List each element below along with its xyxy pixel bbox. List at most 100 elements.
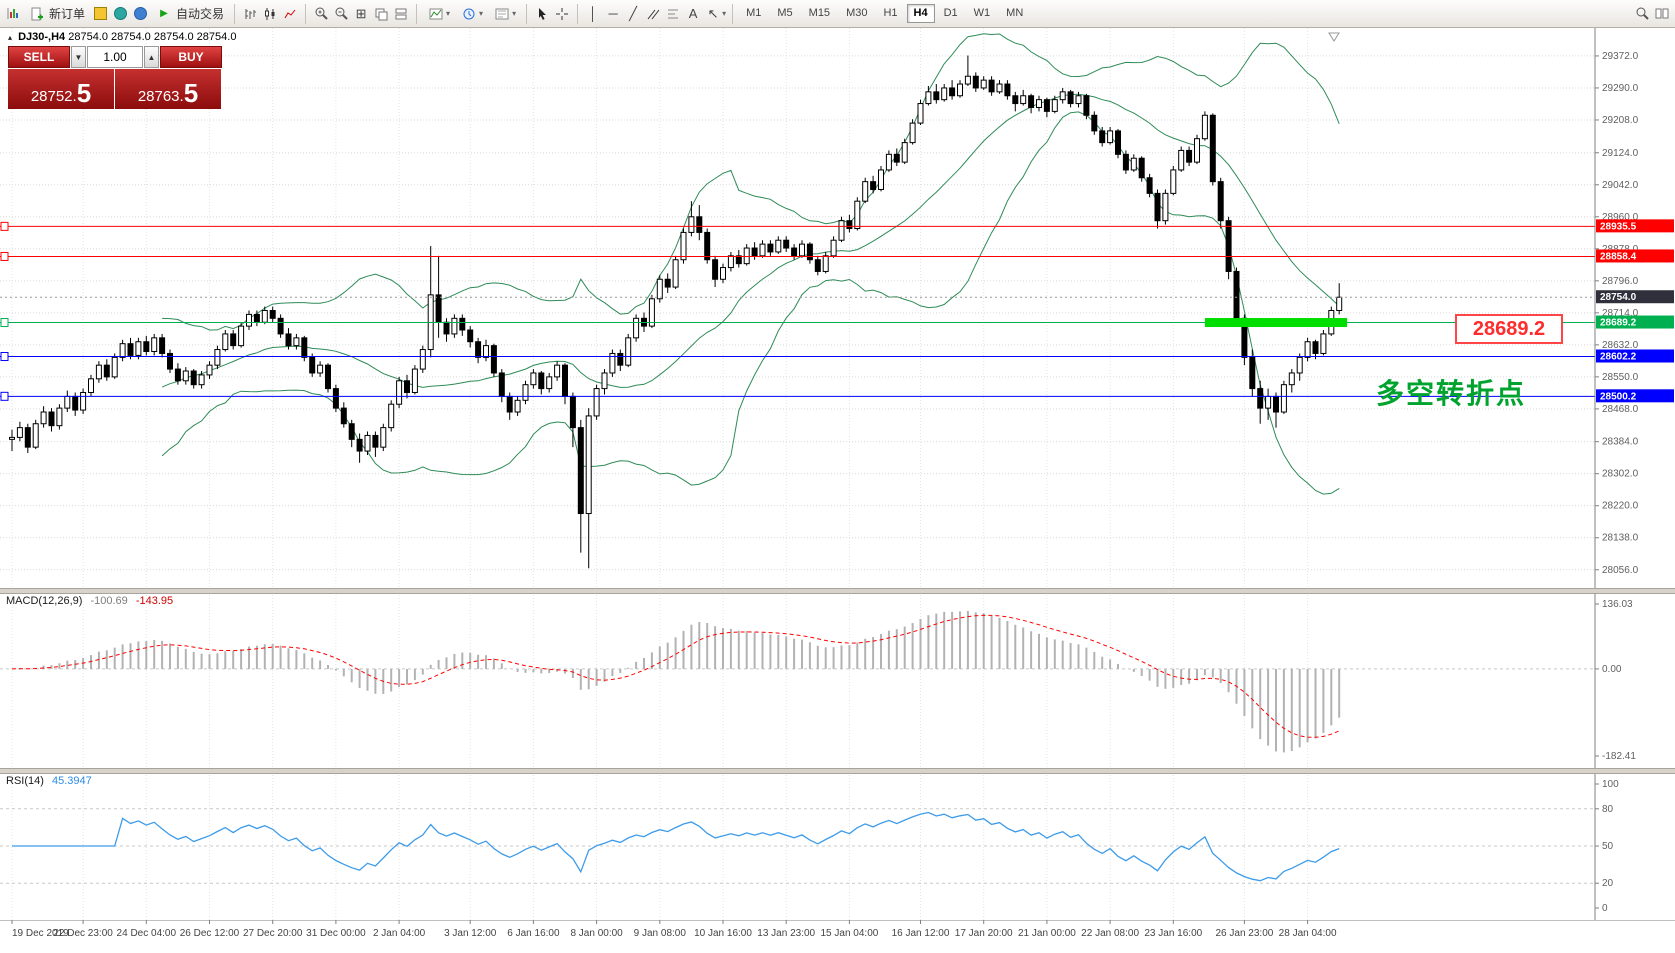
grid <box>0 28 1595 588</box>
svg-text:28754.0: 28754.0 <box>1600 292 1637 303</box>
svg-text:0.00: 0.00 <box>1602 664 1622 675</box>
rsi-label: RSI(14) <box>6 775 44 787</box>
buy-price-big-digit: 5 <box>183 78 199 109</box>
volume-input[interactable]: 1.00 <box>87 46 143 68</box>
turning-point-text[interactable]: 多空转折点 <box>1376 378 1527 409</box>
sell-price-big-digit: 5 <box>76 78 92 109</box>
volume-down-stepper[interactable]: ▼ <box>71 46 86 68</box>
channel-tool-icon[interactable] <box>644 5 662 23</box>
timeframe-h1[interactable]: H1 <box>883 7 898 19</box>
rsi-panel[interactable]: 100 80 50 20 0 <box>0 772 1675 920</box>
toolbar-separator <box>526 3 528 24</box>
svg-text:28796.0: 28796.0 <box>1602 276 1639 287</box>
search-icon[interactable] <box>1633 5 1651 23</box>
price-annotation-box[interactable]: 28689.2 <box>1455 314 1563 344</box>
svg-text:8 Jan 00:00: 8 Jan 00:00 <box>570 928 623 939</box>
fibonacci-tool-icon[interactable] <box>664 5 682 23</box>
toolbar-separator <box>577 3 579 24</box>
macd-panel[interactable]: 136.03 0.00 -182.41 <box>0 592 1675 768</box>
chart-symbol: DJ30-,H4 <box>18 31 66 43</box>
cursor-icon[interactable] <box>533 5 551 23</box>
svg-text:28500.2: 28500.2 <box>1600 391 1637 402</box>
data-window-icon[interactable] <box>111 5 129 23</box>
svg-text:28878.0: 28878.0 <box>1602 244 1639 255</box>
macd-main-value: -100.69 <box>90 595 128 607</box>
crosshair-icon[interactable] <box>553 5 571 23</box>
trendline-tool-icon[interactable]: ╱ <box>629 5 637 21</box>
highlight-zone <box>1204 318 1348 328</box>
svg-text:17 Jan 20:00: 17 Jan 20:00 <box>955 928 1013 939</box>
timeframe-m15[interactable]: M15 <box>808 7 831 19</box>
new-order-button[interactable]: 新订单 <box>24 3 89 25</box>
one-click-trading-panel: SELL ▼ 1.00 ▲ BUY 28752. 5 28763. 5 <box>8 46 222 109</box>
svg-text:28056.0: 28056.0 <box>1602 565 1639 576</box>
tile-horizontal-icon[interactable] <box>392 5 410 23</box>
macd-label: MACD(12,26,9) <box>6 595 83 607</box>
autotrading-label: 自动交易 <box>176 7 225 21</box>
toolbar-separator <box>416 3 418 24</box>
navigator-icon[interactable] <box>131 5 149 23</box>
svg-text:27 Dec 20:00: 27 Dec 20:00 <box>243 928 303 939</box>
indicators-dropdown[interactable]: ▾ <box>423 3 454 25</box>
windows-panel-icon[interactable] <box>1653 5 1671 23</box>
new-order-label: 新订单 <box>49 7 86 21</box>
timeframe-m1[interactable]: M1 <box>746 7 762 19</box>
timeframe-mn[interactable]: MN <box>1006 7 1024 19</box>
candlestick-chart-icon[interactable] <box>261 5 279 23</box>
svg-text:29290.0: 29290.0 <box>1602 83 1639 94</box>
svg-text:28220.0: 28220.0 <box>1602 501 1639 512</box>
svg-text:2 Jan 04:00: 2 Jan 04:00 <box>373 928 426 939</box>
cascade-windows-icon[interactable] <box>372 5 390 23</box>
horizontal-line-tool-icon[interactable]: ─ <box>608 6 618 21</box>
buy-price-main: 28763. <box>137 88 184 105</box>
periods-dropdown[interactable]: ▾ <box>456 3 487 25</box>
timeframe-m5[interactable]: M5 <box>777 7 793 19</box>
svg-text:29208.0: 29208.0 <box>1602 115 1639 126</box>
svg-text:28384.0: 28384.0 <box>1602 437 1639 448</box>
autotrading-play-icon: ▶ <box>160 8 168 19</box>
vertical-line-tool-icon[interactable]: │ <box>589 6 598 21</box>
toolbar-separator <box>234 3 236 24</box>
main-chart[interactable]: 29372.0 29290.0 29208.0 29124.0 29042.0 28960… <box>0 28 1675 588</box>
new-order-icon <box>28 5 46 23</box>
market-watch-icon[interactable] <box>91 5 109 23</box>
svg-text:6 Jan 16:00: 6 Jan 16:00 <box>507 928 560 939</box>
volume-up-stepper[interactable]: ▲ <box>144 46 159 68</box>
timeframe-h4[interactable]: H4 <box>906 4 935 23</box>
toolbar-separator <box>732 3 734 24</box>
rsi-value: 45.3947 <box>51 775 92 787</box>
zoom-out-icon[interactable] <box>332 5 350 23</box>
buy-button[interactable]: BUY <box>160 46 222 68</box>
svg-text:20: 20 <box>1602 878 1614 889</box>
autotrading-button[interactable]: ▶ 自动交易 <box>151 3 228 25</box>
timeframe-m30[interactable]: M30 <box>846 7 868 19</box>
svg-text:15 Jan 04:00: 15 Jan 04:00 <box>820 928 878 939</box>
candles <box>9 55 1343 569</box>
text-tool-icon[interactable]: A <box>688 6 698 21</box>
indicators-icon <box>427 5 445 23</box>
tile-windows-icon[interactable]: ⊞ <box>355 5 367 21</box>
zoom-in-icon[interactable] <box>312 5 330 23</box>
shapes-dropdown-caret[interactable]: ▾ <box>722 9 727 18</box>
sell-price-display[interactable]: 28752. 5 <box>8 69 114 109</box>
timeframe-w1[interactable]: W1 <box>973 7 991 19</box>
templates-dropdown[interactable]: ▾ <box>489 3 520 25</box>
arrow-tool-icon[interactable]: ↖ <box>707 5 719 21</box>
svg-text:29042.0: 29042.0 <box>1602 180 1639 191</box>
svg-text:26 Dec 12:00: 26 Dec 12:00 <box>180 928 240 939</box>
line-chart-icon[interactable] <box>281 5 299 23</box>
svg-text:28714.0: 28714.0 <box>1602 308 1639 319</box>
svg-text:29372.0: 29372.0 <box>1602 51 1639 62</box>
sell-button[interactable]: SELL <box>8 46 70 68</box>
panel-splitter[interactable] <box>0 588 1675 594</box>
timeframe-d1[interactable]: D1 <box>943 7 958 19</box>
new-chart-icon[interactable] <box>4 5 22 23</box>
svg-text:21 Jan 00:00: 21 Jan 00:00 <box>1018 928 1076 939</box>
macd-header: MACD(12,26,9) -100.69 -143.95 <box>6 595 173 607</box>
bar-chart-icon[interactable] <box>241 5 259 23</box>
buy-price-display[interactable]: 28763. 5 <box>115 69 221 109</box>
svg-text:22 Jan 08:00: 22 Jan 08:00 <box>1081 928 1139 939</box>
panel-splitter[interactable] <box>0 768 1675 774</box>
svg-text:24 Dec 04:00: 24 Dec 04:00 <box>117 928 177 939</box>
